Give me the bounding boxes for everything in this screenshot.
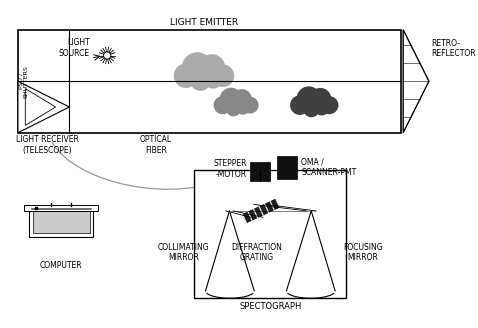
Circle shape: [212, 65, 234, 87]
Text: LIGHT
SOURCE: LIGHT SOURCE: [58, 38, 90, 58]
Circle shape: [204, 69, 223, 89]
Text: STEPPER
-MOTOR: STEPPER -MOTOR: [213, 159, 247, 179]
Text: LIGHT RECEIVER
(TELESCOPE): LIGHT RECEIVER (TELESCOPE): [16, 135, 79, 155]
Bar: [250, 162, 270, 180]
Circle shape: [198, 54, 225, 81]
Circle shape: [182, 52, 213, 83]
Circle shape: [303, 101, 320, 117]
Text: OPTICAL
FIBER: OPTICAL FIBER: [140, 135, 172, 155]
Text: OMA /
SCANNER-PMT: OMA / SCANNER-PMT: [301, 157, 357, 177]
Bar: [195, 170, 346, 298]
Circle shape: [290, 95, 310, 115]
Circle shape: [214, 96, 232, 114]
Circle shape: [232, 89, 252, 109]
Circle shape: [242, 97, 259, 113]
Bar: [277, 156, 297, 179]
Bar: [24, 205, 98, 211]
Text: LIGHT EMITTER: LIGHT EMITTER: [170, 18, 238, 27]
Circle shape: [226, 101, 241, 116]
Circle shape: [174, 64, 198, 88]
Text: FOCUSING
MIRROR: FOCUSING MIRROR: [343, 243, 382, 262]
Circle shape: [296, 86, 321, 111]
Text: RETRO-
REFLECTOR: RETRO- REFLECTOR: [432, 39, 476, 58]
Text: SPECTOGRAPH: SPECTOGRAPH: [239, 302, 302, 311]
Circle shape: [310, 88, 331, 110]
Text: PSU /
SHUTTERS: PSU / SHUTTERS: [18, 65, 29, 98]
Text: DIFFRACTION
GRATING: DIFFRACTION GRATING: [231, 243, 282, 262]
Polygon shape: [242, 199, 280, 223]
Text: COLLIMATING
MIRROR: COLLIMATING MIRROR: [158, 243, 209, 262]
Polygon shape: [403, 30, 429, 133]
Circle shape: [236, 100, 250, 115]
Bar: [18, 30, 402, 133]
Circle shape: [103, 52, 111, 59]
Text: COMPUTER: COMPUTER: [40, 261, 83, 271]
Circle shape: [314, 100, 329, 115]
Polygon shape: [18, 81, 69, 133]
Bar: [29, 206, 93, 236]
Circle shape: [320, 96, 338, 114]
Circle shape: [219, 88, 242, 111]
Polygon shape: [25, 89, 55, 125]
Circle shape: [190, 70, 211, 91]
Bar: [33, 210, 90, 233]
